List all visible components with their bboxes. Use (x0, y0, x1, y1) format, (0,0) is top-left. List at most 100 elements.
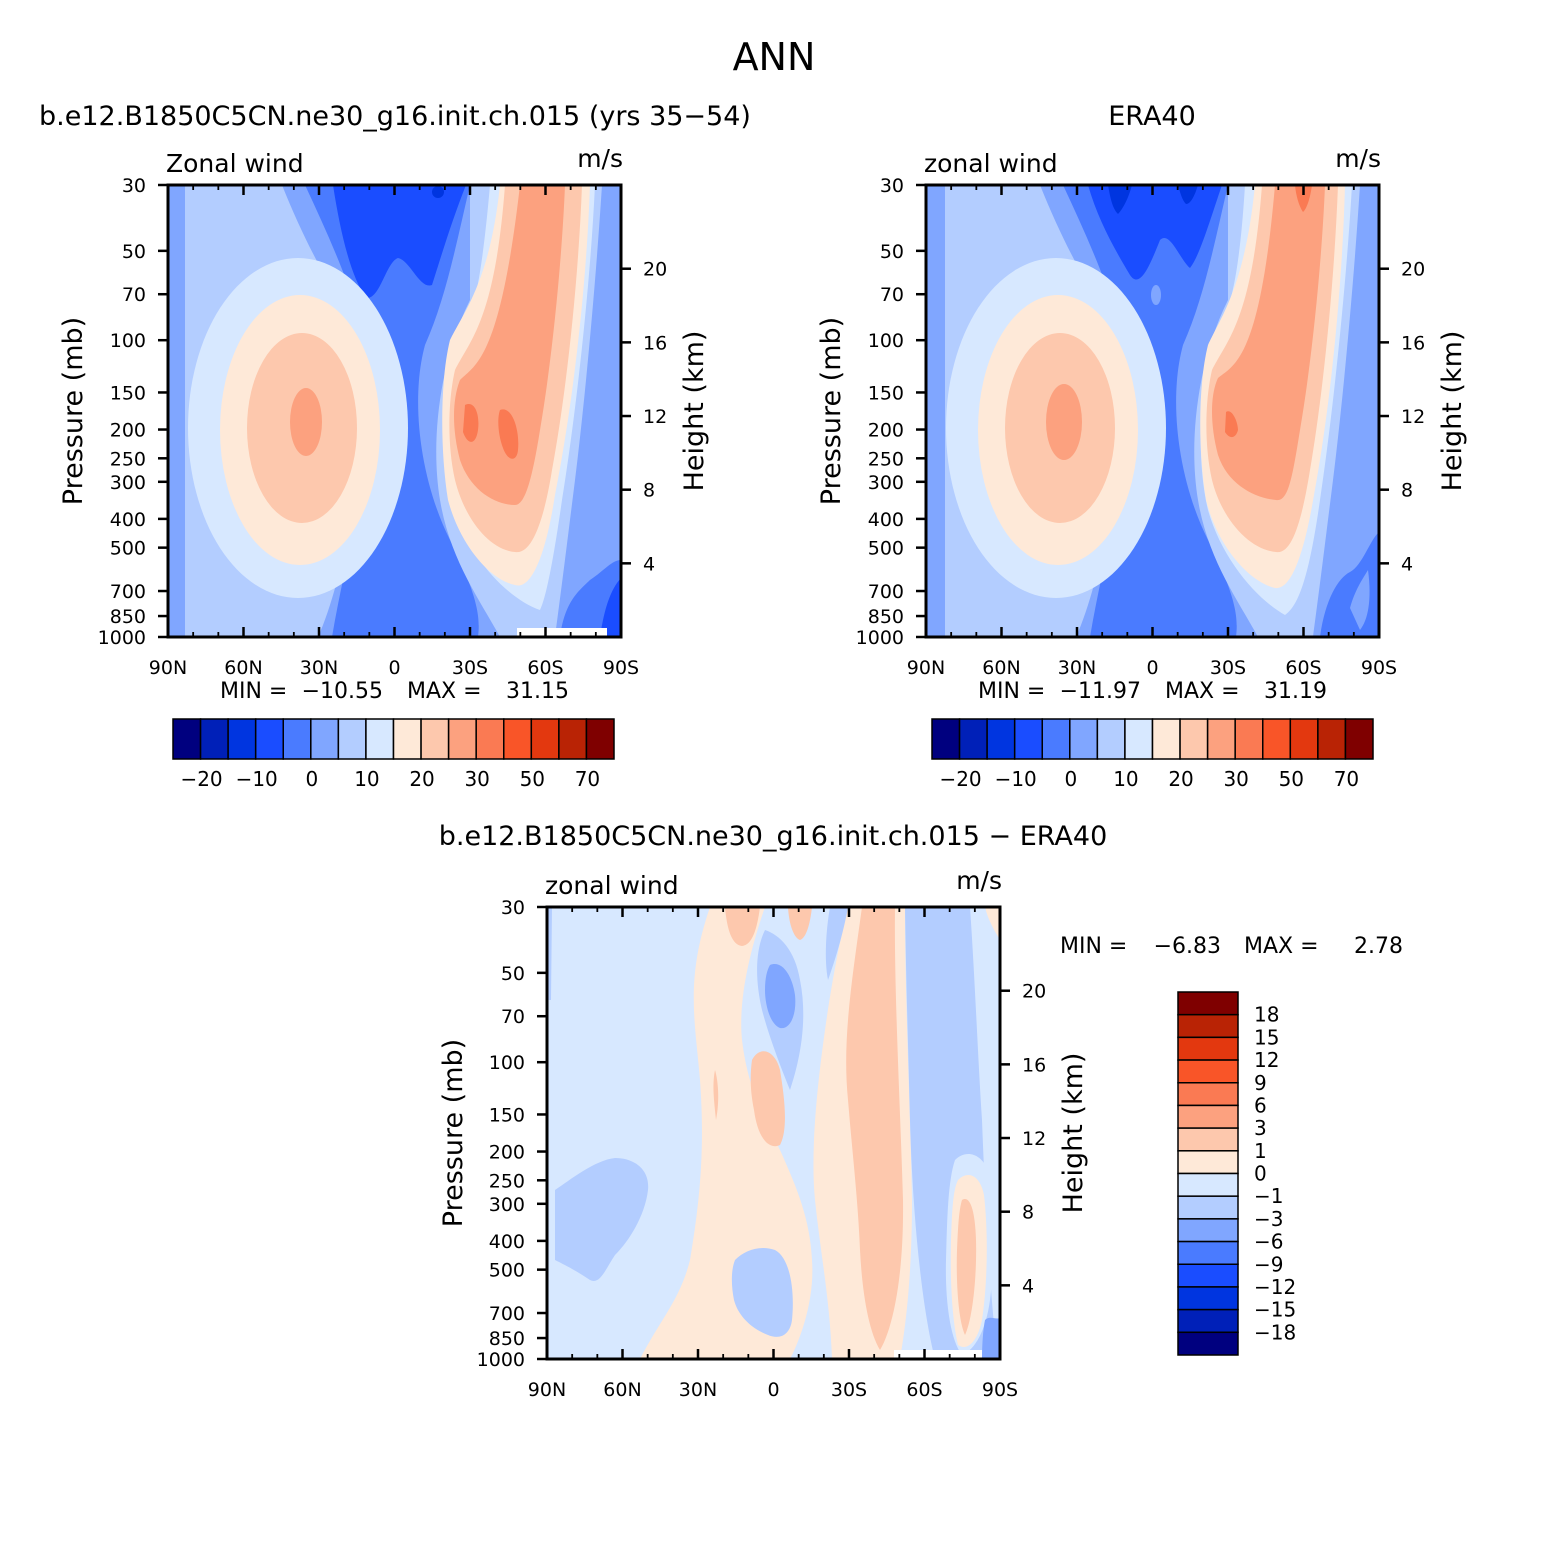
colorbar-box (1177, 1331, 1239, 1356)
y-tick-label: 500 (868, 538, 904, 560)
y-tick-label: 30 (501, 897, 525, 919)
colorbar-box (1177, 991, 1239, 1016)
panel-model-ylabel-right: Height (km) (679, 331, 710, 492)
height-tick-label: 4 (1401, 553, 1413, 575)
y-tick-label: 30 (122, 175, 146, 197)
x-tick-label: 60S (1285, 657, 1321, 679)
x-tick-label: 0 (767, 1379, 779, 1401)
colorbar-label: −3 (1254, 1207, 1283, 1231)
panel-diff-units: m/s (956, 866, 1002, 895)
colorbar-box (1177, 1059, 1239, 1084)
colorbar-box (986, 718, 1016, 760)
colorbar-box (1177, 1172, 1239, 1197)
panel-obs-variable-label: zonal wind (924, 149, 1058, 178)
colorbar-label: −15 (1254, 1298, 1296, 1322)
height-tick-label: 12 (1022, 1128, 1046, 1150)
height-tick-label: 20 (1401, 259, 1425, 281)
panel-obs-title: ERA40 (1108, 101, 1196, 132)
x-tick-label: 30S (831, 1379, 867, 1401)
y-tick-label: 500 (489, 1260, 525, 1282)
y-tick-label: 300 (868, 472, 904, 494)
x-tick-label: 90S (982, 1379, 1018, 1401)
panel-diff-ylabel-right: Height (km) (1058, 1053, 1089, 1214)
stats-min-label: MIN = (978, 679, 1045, 704)
colorbar-box (392, 718, 422, 760)
colorbar-label: 12 (1254, 1048, 1279, 1072)
y-tick-label: 700 (868, 581, 904, 603)
x-tick-label: 30S (452, 657, 488, 679)
height-tick-label: 16 (1401, 332, 1425, 354)
colorbar-box (503, 718, 533, 760)
panel-obs-axes: 90N 60N 30N 0 30S 60S 90S 30 50 70 100 150 200 250300… (856, 175, 1426, 679)
height-tick-label: 8 (1401, 480, 1413, 502)
panel-model-units: m/s (577, 144, 623, 173)
colorbar-box (1179, 718, 1209, 760)
colorbar-box (1344, 718, 1374, 760)
x-tick-label: 90S (1361, 657, 1397, 679)
colorbar-box (1317, 718, 1347, 760)
y-tick-label: 70 (501, 1006, 525, 1028)
x-tick-label: 30S (1210, 657, 1246, 679)
x-tick-label: 90N (907, 657, 945, 679)
stats-max-value: 31.15 (506, 679, 569, 704)
colorbar-label: 0 (305, 767, 318, 791)
colorbar-box (558, 718, 588, 760)
x-tick-label: 90N (528, 1379, 566, 1401)
panel-obs-contour-field (926, 185, 1379, 637)
y-tick-label: 200 (110, 420, 146, 442)
colorbar-label: 18 (1254, 1003, 1279, 1027)
y-tick-label: 70 (880, 284, 904, 306)
colorbar-label: −18 (1254, 1320, 1296, 1344)
x-tick-label: 0 (1146, 657, 1158, 679)
colorbar-label: 0 (1064, 767, 1077, 791)
colorbar-label: −9 (1254, 1252, 1283, 1276)
stats-min-label: MIN = (1060, 934, 1127, 959)
colorbar-box (254, 718, 284, 760)
y-tick-label: 850 (110, 606, 146, 628)
height-tick-label: 20 (643, 259, 667, 281)
colorbar-label: 30 (1223, 767, 1248, 791)
colorbar-label: 30 (464, 767, 489, 791)
panel-diff-variable-label: zonal wind (545, 871, 679, 900)
colorbar-box (1177, 1195, 1239, 1220)
panel-model-ylabel: Pressure (mb) (58, 317, 89, 505)
height-tick-label: 16 (643, 332, 667, 354)
colorbar-box (1177, 1036, 1239, 1061)
stats-min-value: −11.97 (1060, 679, 1141, 704)
panel-model-variable-label: Zonal wind (166, 149, 304, 178)
stats-min-value: −10.55 (302, 679, 383, 704)
y-tick-label: 150 (110, 382, 146, 404)
colorbar-box (420, 718, 450, 760)
y-tick-label: 200 (868, 420, 904, 442)
y-tick-label: 30 (880, 175, 904, 197)
height-tick-label: 16 (1022, 1054, 1046, 1076)
y-tick-label: 50 (880, 241, 904, 263)
x-tick-label: 90N (149, 657, 187, 679)
y-tick-label: 150 (489, 1104, 525, 1126)
panel-model-stats: MIN = −10.55 MAX = 31.15 (220, 679, 569, 704)
colorbar-label: 0 (1254, 1162, 1267, 1186)
colorbar-box (1177, 1218, 1239, 1243)
y-tick-label: 300 (110, 472, 146, 494)
x-tick-label: 60N (603, 1379, 641, 1401)
colorbar-label: 3 (1254, 1116, 1267, 1140)
colorbar-label: −20 (180, 767, 222, 791)
colorbar-box (1177, 1013, 1239, 1039)
y-tick-label: 50 (122, 241, 146, 263)
panel-diff-contour-field (547, 907, 1000, 1359)
colorbar-box (1234, 718, 1264, 760)
y-tick-label: 50 (501, 963, 525, 985)
colorbar-box (1177, 1082, 1239, 1107)
colorbar-box (199, 718, 229, 760)
colorbar-box (530, 718, 560, 760)
y-tick-label: 400 (868, 509, 904, 531)
stats-max-label: MAX = (1165, 679, 1240, 704)
y-tick-label: 300 (489, 1194, 525, 1216)
x-tick-label: 60S (527, 657, 563, 679)
panel-model-colorbar: −20 −10 0 10 20 30 50 70 (172, 718, 615, 791)
x-tick-label: 60N (224, 657, 262, 679)
colorbar-label: 50 (520, 767, 545, 791)
colorbar-box (282, 718, 312, 760)
y-tick-label: 200 (489, 1142, 525, 1164)
